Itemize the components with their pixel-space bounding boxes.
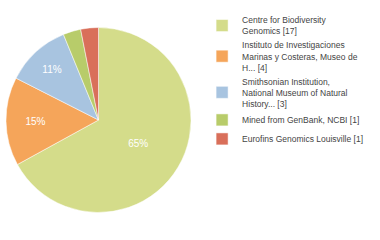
svg-text:11%: 11%: [42, 64, 61, 75]
svg-text:Smithsonian Institution,Nation: Smithsonian Institution,National Museum …: [242, 77, 347, 109]
svg-text:Mined from GenBank, NCBI [1]: Mined from GenBank, NCBI [1]: [242, 115, 359, 125]
svg-text:Eurofins Genomics Louisville [: Eurofins Genomics Louisville [1]: [242, 134, 363, 144]
svg-text:Instituto de InvestigacionesMa: Instituto de InvestigacionesMarinas y Co…: [242, 40, 358, 72]
svg-text:15%: 15%: [25, 116, 45, 127]
svg-text:Centre for BiodiversityGenomic: Centre for BiodiversityGenomics [17]: [242, 15, 326, 36]
svg-text:65%: 65%: [128, 138, 148, 149]
